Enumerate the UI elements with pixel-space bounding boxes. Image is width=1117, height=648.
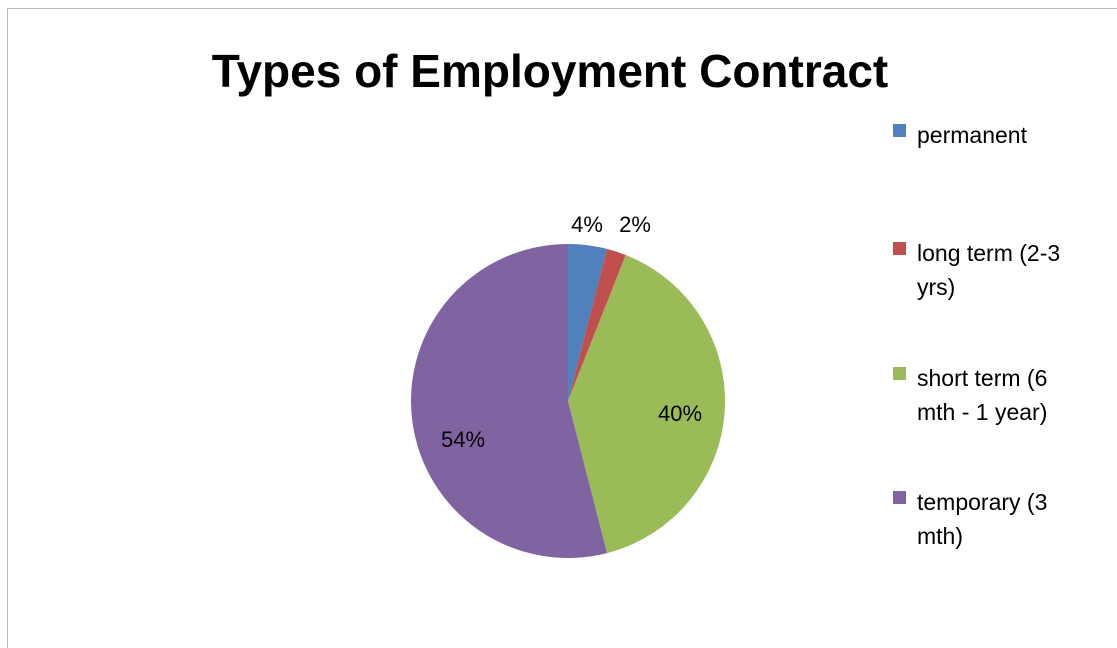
pie-slices	[411, 244, 725, 558]
pie-slice-temporary	[411, 244, 608, 558]
data-label-temporary: 54%	[441, 427, 485, 452]
legend-label-permanent: permanent	[917, 122, 1027, 148]
legend-swatch-permanent	[893, 124, 906, 137]
data-label-short-term: 40%	[658, 401, 702, 426]
data-label-permanent: 4%	[571, 212, 603, 237]
legend-label-temporary: temporary (3 mth)	[917, 489, 1048, 549]
data-label-long-term: 2%	[619, 212, 651, 237]
legend-swatch-short-term	[893, 367, 906, 380]
legend-swatch-long-term	[893, 242, 906, 255]
pie-slice-short-term	[568, 255, 725, 554]
pie-slice-long-term	[568, 248, 626, 401]
legend-label-long-term: long term (2-3 yrs)	[917, 240, 1061, 300]
chart-title: Types of Employment Contract	[211, 45, 889, 97]
pie-chart: 4% 2% 40% 54%	[411, 212, 725, 558]
pie-slice-labels: 4% 2% 40% 54%	[441, 212, 702, 452]
pie-slice-permanent	[568, 244, 608, 401]
legend-swatch-temporary	[893, 491, 906, 504]
legend-label-short-term: short term (6 mth - 1 year)	[917, 365, 1048, 425]
